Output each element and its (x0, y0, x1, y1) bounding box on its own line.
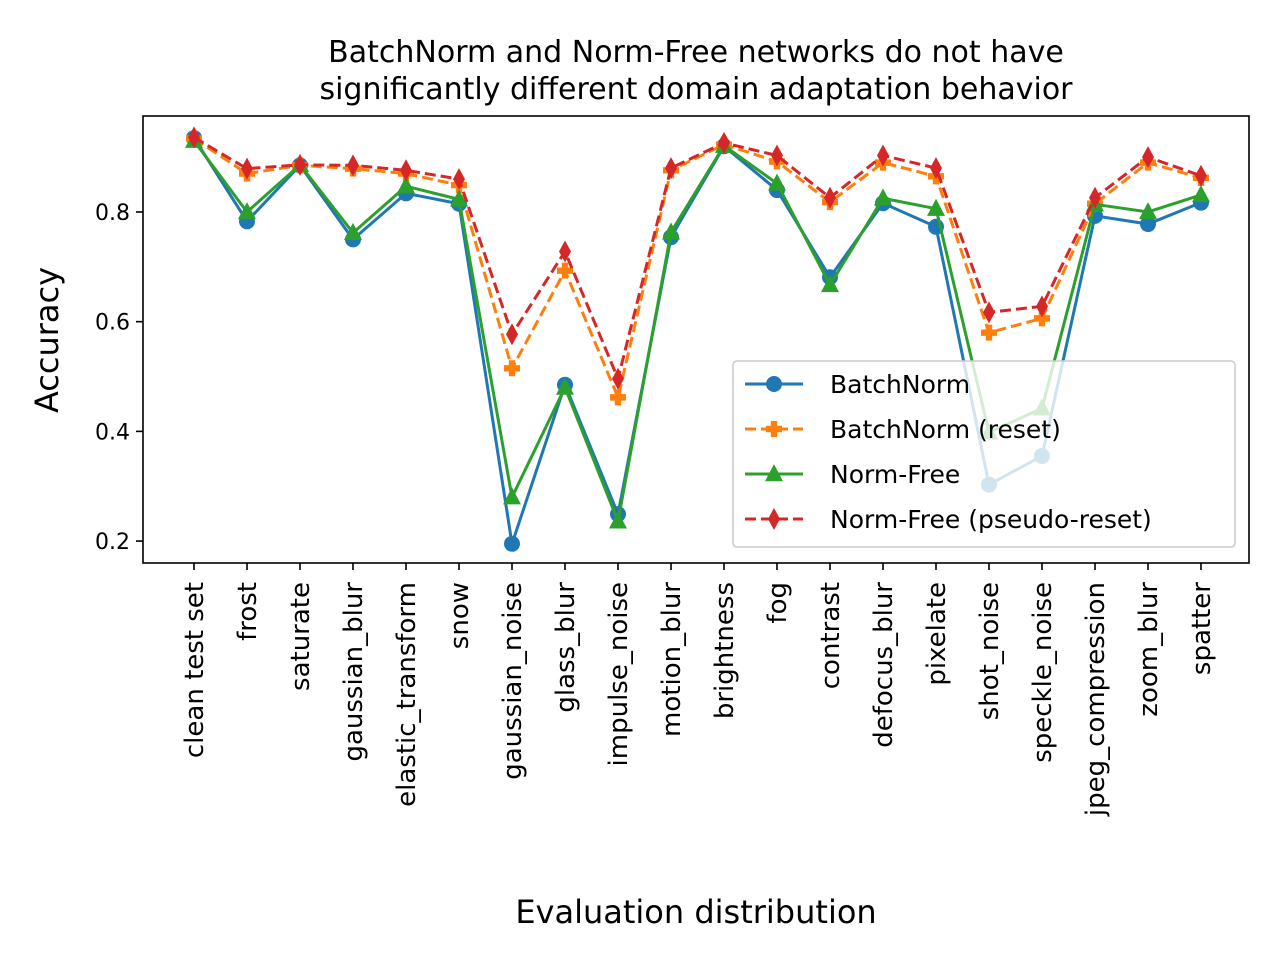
series-line-1 (193, 137, 1202, 399)
x-tick-label-14: pixelate (922, 582, 952, 686)
series-3-point-5 (453, 168, 465, 191)
axes: 0.2 0.4 0.6 0.8 clean test set frost saturate g… (95, 115, 1250, 817)
series-3-point-0 (188, 126, 200, 149)
x-tick-label-2: saturate (286, 582, 316, 691)
series-3-point-10 (718, 131, 730, 154)
series-line-3 (193, 136, 1202, 381)
series-0-point-6 (504, 535, 520, 552)
series-2-point-8 (609, 511, 627, 529)
legend-label-1: BatchNorm (reset) (830, 415, 1061, 444)
series-3-point-14 (930, 157, 942, 180)
series-1-point-8 (610, 389, 626, 406)
axes-frame (142, 115, 1250, 564)
y-tick-label-1: 0.4 (95, 420, 130, 445)
legend-box (732, 360, 1236, 548)
x-tick-label-4: elastic_transform (392, 582, 422, 807)
legend-marker-2 (765, 464, 783, 482)
series-1-point-16 (1034, 310, 1050, 327)
series-2-point-7 (556, 377, 574, 395)
series-3-point-1 (241, 157, 253, 180)
series-3-point-16 (1036, 295, 1048, 318)
series-2-point-11 (768, 173, 786, 191)
legend-label-2: Norm-Free (830, 460, 960, 489)
x-tick-label-10: brightness (710, 582, 740, 719)
x-tick-label-0: clean test set (180, 582, 210, 758)
legend-marker-3 (768, 508, 780, 530)
series-2-point-19 (1192, 185, 1210, 203)
series-3-point-8 (612, 367, 624, 390)
legend-label-3: Norm-Free (pseudo-reset) (830, 505, 1152, 534)
x-axis-label: Evaluation distribution (515, 893, 876, 931)
series-2-point-13 (874, 188, 892, 206)
x-tick-label-9: motion_blur (657, 582, 687, 737)
series-2-point-12 (821, 275, 839, 293)
series-2-point-9 (662, 222, 680, 240)
x-tick-label-11: fog (763, 582, 793, 624)
x-tick-label-13: defocus_blur (869, 582, 899, 748)
x-tick-label-8: impulse_noise (604, 582, 634, 766)
legend-marker-1 (766, 421, 782, 437)
x-tick-label-19: spatter (1187, 582, 1217, 675)
series-2-point-14 (927, 198, 945, 216)
x-tick-label-12: contrast (816, 582, 846, 689)
x-tick-label-3: gaussian_blur (339, 582, 369, 762)
legend-marker-0 (766, 376, 782, 392)
series-3-point-19 (1195, 164, 1207, 187)
series-3-point-9 (665, 157, 677, 180)
series-3-point-2 (294, 153, 306, 176)
series-1-point-15 (981, 324, 997, 341)
series-3-point-3 (347, 154, 359, 177)
x-tick-label-17: jpeg_compression (1081, 582, 1111, 817)
x-tick-label-16: speckle_noise (1028, 582, 1058, 763)
y-tick-label-2: 0.6 (95, 311, 130, 336)
series-2-point-6 (503, 487, 521, 505)
series-3-point-7 (559, 240, 571, 263)
series-3-point-13 (877, 144, 889, 167)
series-2-point-5 (450, 189, 468, 207)
x-tick-label-7: glass_blur (551, 582, 581, 713)
series-3-point-18 (1142, 146, 1154, 169)
series-1-point-6 (504, 360, 520, 377)
series-2-point-4 (397, 176, 415, 194)
series-2-point-18 (1139, 202, 1157, 220)
y-tick-label-0: 0.2 (95, 530, 130, 555)
legend: BatchNorm BatchNorm (reset) Norm-Free Norm-… (732, 360, 1236, 548)
x-tick-label-1: frost (233, 582, 263, 641)
series-3-point-4 (400, 159, 412, 182)
series-0-point-18 (1140, 216, 1156, 233)
x-tick-label-18: zoom_blur (1134, 582, 1164, 717)
chart-title-line-1: BatchNorm and Norm-Free networks do not … (328, 35, 1064, 70)
chart-title-line-2: significantly different domain adaptatio… (319, 72, 1073, 107)
x-tick-label-6: gaussian_noise (498, 582, 528, 780)
series-2-point-3 (344, 222, 362, 241)
series-2-point-1 (238, 202, 256, 220)
legend-label-0: BatchNorm (830, 370, 970, 399)
series-3-point-17 (1089, 186, 1101, 209)
series-3-point-6 (506, 323, 518, 346)
series-1-point-7 (557, 262, 573, 279)
series-3-point-12 (824, 186, 836, 209)
x-tick-label-15: shot_noise (975, 582, 1005, 720)
x-tick-label-5: snow (445, 582, 475, 649)
y-axis-label: Accuracy (28, 267, 66, 413)
y-tick-label-3: 0.8 (95, 201, 130, 226)
series-3-point-15 (983, 301, 995, 324)
series-3-point-11 (771, 144, 783, 167)
